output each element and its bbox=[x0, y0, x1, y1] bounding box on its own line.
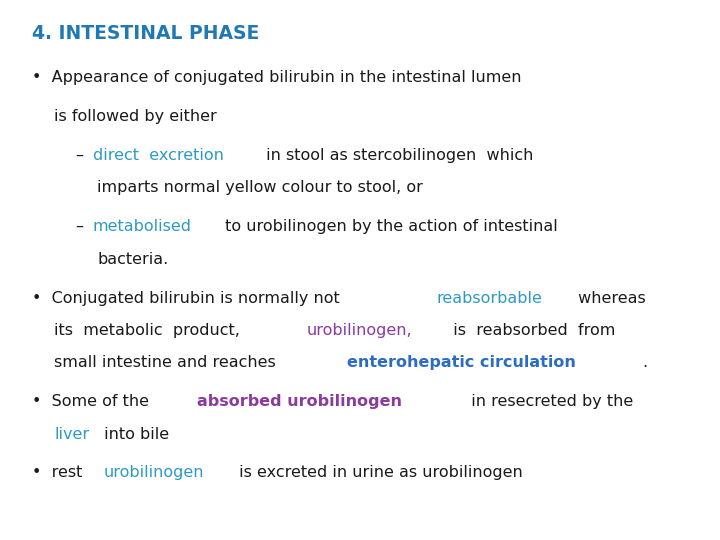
Text: .: . bbox=[642, 355, 647, 370]
Text: –: – bbox=[76, 219, 89, 234]
Text: liver: liver bbox=[54, 427, 89, 442]
Text: in stool as stercobilinogen  which: in stool as stercobilinogen which bbox=[261, 148, 534, 163]
Text: bacteria.: bacteria. bbox=[97, 252, 168, 267]
Text: urobilinogen,: urobilinogen, bbox=[307, 323, 413, 338]
Text: urobilinogen: urobilinogen bbox=[104, 465, 204, 481]
Text: into bile: into bile bbox=[99, 427, 169, 442]
Text: whereas: whereas bbox=[572, 291, 645, 306]
Text: is followed by either: is followed by either bbox=[54, 109, 217, 124]
Text: its  metabolic  product,: its metabolic product, bbox=[54, 323, 250, 338]
Text: direct  excretion: direct excretion bbox=[93, 148, 223, 163]
Text: •  Some of the: • Some of the bbox=[32, 394, 160, 409]
Text: is excreted in urine as urobilinogen: is excreted in urine as urobilinogen bbox=[234, 465, 523, 481]
Text: enterohepatic circulation: enterohepatic circulation bbox=[347, 355, 575, 370]
Text: •  rest: • rest bbox=[32, 465, 88, 481]
Text: metabolised: metabolised bbox=[93, 219, 192, 234]
Text: •  Conjugated bilirubin is normally not: • Conjugated bilirubin is normally not bbox=[32, 291, 346, 306]
Text: reabsorbable: reabsorbable bbox=[436, 291, 542, 306]
Text: is  reabsorbed  from: is reabsorbed from bbox=[444, 323, 616, 338]
Text: 4. INTESTINAL PHASE: 4. INTESTINAL PHASE bbox=[32, 24, 260, 43]
Text: small intestine and reaches: small intestine and reaches bbox=[54, 355, 281, 370]
Text: imparts normal yellow colour to stool, or: imparts normal yellow colour to stool, o… bbox=[97, 180, 423, 195]
Text: absorbed urobilinogen: absorbed urobilinogen bbox=[197, 394, 402, 409]
Text: in resecreted by the: in resecreted by the bbox=[461, 394, 634, 409]
Text: to urobilinogen by the action of intestinal: to urobilinogen by the action of intesti… bbox=[220, 219, 558, 234]
Text: •  Appearance of conjugated bilirubin in the intestinal lumen: • Appearance of conjugated bilirubin in … bbox=[32, 70, 522, 85]
Text: –: – bbox=[76, 148, 89, 163]
